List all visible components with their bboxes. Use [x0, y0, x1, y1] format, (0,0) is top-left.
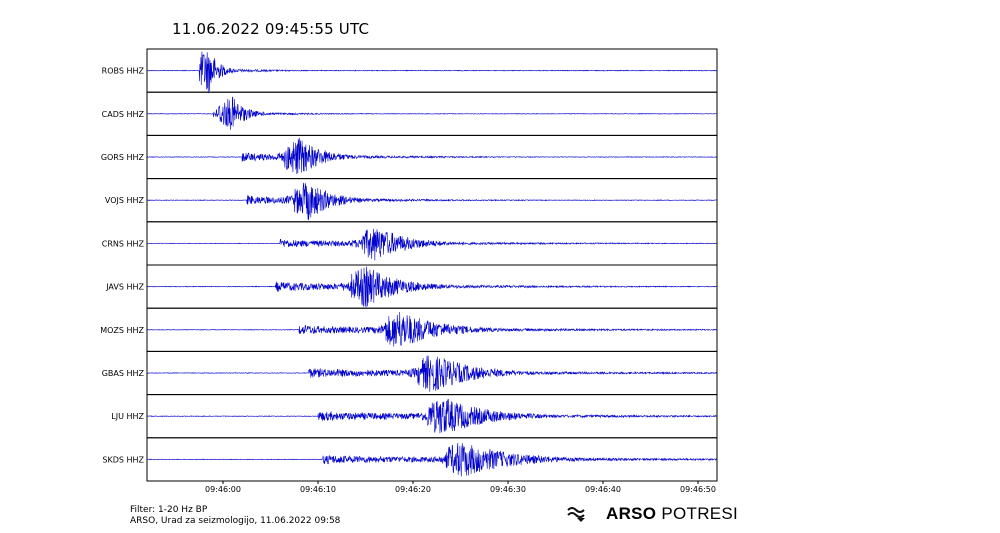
- station-label: CADS HHZ: [102, 110, 145, 119]
- station-label: JAVS HHZ: [105, 283, 144, 292]
- seismogram-trace: [146, 137, 717, 175]
- seismogram-trace: [146, 51, 717, 94]
- station-label: SKDS HHZ: [102, 455, 144, 464]
- x-tick-label: 09:46:40: [585, 485, 621, 494]
- station-label: LJU HHZ: [111, 412, 144, 421]
- logo-text: ARSO POTRESI: [606, 504, 739, 523]
- x-tick-label: 09:46:50: [680, 485, 716, 494]
- x-tick-label: 09:46:30: [490, 485, 526, 494]
- seismogram-trace: [146, 312, 718, 347]
- x-tick-label: 09:46:10: [300, 485, 336, 494]
- station-label: MOZS HHZ: [100, 326, 144, 335]
- station-label: VOJS HHZ: [105, 196, 145, 205]
- seismogram-trace: [146, 266, 717, 308]
- station-label: GORS HHZ: [101, 153, 145, 162]
- station-label: GBAS HHZ: [102, 369, 145, 378]
- credit-note: ARSO, Urad za seizmologijo, 11.06.2022 0…: [130, 516, 341, 526]
- x-tick-label: 09:46:20: [395, 485, 431, 494]
- seismogram-trace: [146, 442, 718, 477]
- seismogram-trace: [146, 399, 718, 434]
- seismogram-trace: [146, 182, 717, 221]
- seismogram-trace: [146, 96, 717, 130]
- seismogram-trace: [146, 228, 718, 261]
- station-label: ROBS HHZ: [102, 67, 145, 76]
- station-label: CRNS HHZ: [102, 239, 145, 248]
- seismogram-trace: [146, 355, 718, 392]
- arso-logo: ARSO POTRESI: [566, 504, 738, 524]
- x-tick-label: 09:46:00: [205, 485, 241, 494]
- arso-wave-icon: [567, 507, 585, 522]
- filter-note: Filter: 1-20 Hz BP: [130, 505, 208, 515]
- chart-title: 11.06.2022 09:45:55 UTC: [172, 20, 370, 38]
